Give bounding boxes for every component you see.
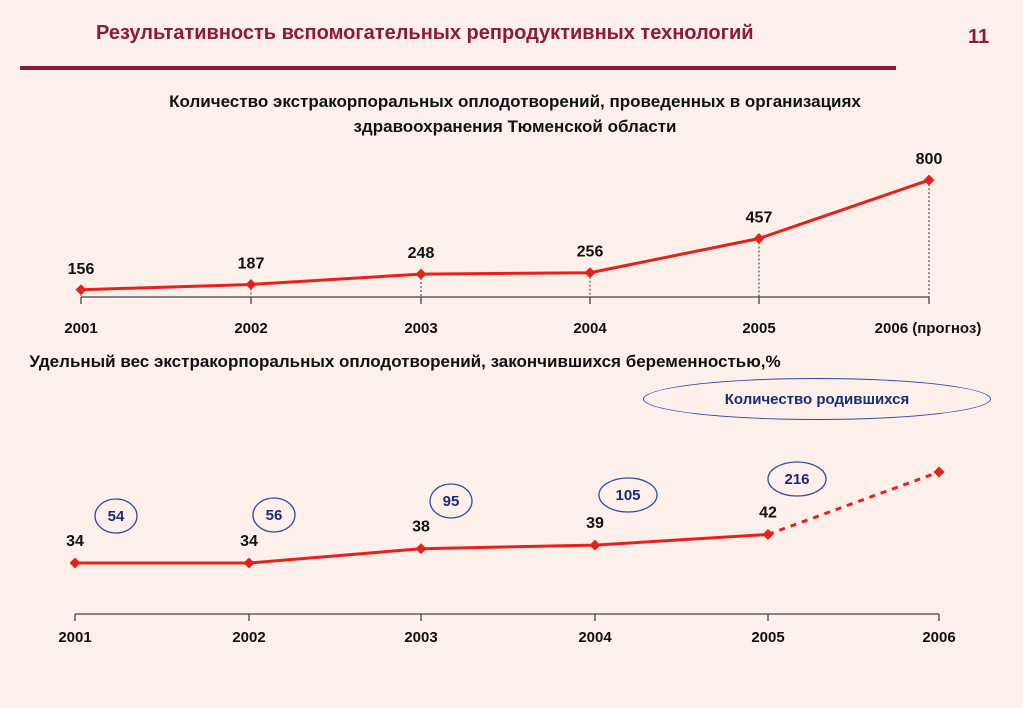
births-value: 105: [615, 487, 640, 504]
x-tick-label: 2006 (прогноз): [875, 320, 982, 337]
x-tick-label: 2005: [742, 320, 775, 337]
data-point: [415, 543, 427, 555]
births-legend: Количество родившихся: [643, 378, 991, 420]
births-value: 56: [266, 507, 283, 524]
data-point: [245, 278, 257, 290]
x-tick-label: 2002: [234, 320, 267, 337]
title-underline: [20, 66, 896, 70]
births-value: 54: [108, 508, 125, 525]
x-tick-label: 2003: [404, 629, 437, 646]
forecast-point: [933, 466, 945, 478]
x-tick-label: 2003: [404, 320, 437, 337]
data-point: [415, 268, 427, 280]
births-value: 95: [443, 493, 460, 510]
data-label: 248: [408, 245, 435, 262]
data-label: 187: [238, 255, 265, 272]
data-point: [589, 539, 601, 551]
data-label: 39: [586, 515, 604, 532]
data-point: [753, 233, 765, 245]
data-label: 800: [916, 151, 943, 168]
page-number: 11: [968, 26, 990, 48]
births-bubble: [94, 498, 138, 534]
page-title: Результативность вспомогательных репроду…: [96, 22, 754, 44]
x-tick-label: 2002: [232, 629, 265, 646]
x-tick-label: 2006: [922, 629, 955, 646]
chart-1-title: Количество экстракорпоральных оплодотвор…: [169, 92, 861, 136]
data-label: 457: [746, 210, 773, 227]
x-tick-label: 2001: [64, 320, 97, 337]
data-point: [243, 557, 255, 569]
data-label: 34: [240, 533, 258, 550]
data-point: [923, 174, 935, 186]
x-tick-label: 2004: [578, 629, 612, 646]
x-tick-label: 2005: [751, 629, 784, 646]
data-label: 34: [66, 533, 84, 550]
chart-1-series-line: [80, 178, 930, 292]
x-tick-label: 2001: [58, 629, 91, 646]
births-bubble: [598, 477, 658, 513]
data-point: [762, 528, 774, 540]
chart-2-title: Удельный вес экстракорпоральных оплодотв…: [29, 352, 781, 371]
births-bubble: [767, 461, 827, 497]
data-point: [584, 267, 596, 279]
data-label: 156: [68, 261, 95, 278]
data-point: [69, 557, 81, 569]
data-label: 256: [577, 244, 604, 261]
x-tick-label: 2004: [573, 320, 607, 337]
data-label: 38: [412, 519, 430, 536]
data-label: 42: [759, 504, 777, 521]
births-value: 216: [784, 471, 809, 488]
data-point: [75, 284, 87, 296]
births-bubble: [429, 483, 473, 519]
births-bubble: [252, 497, 296, 533]
